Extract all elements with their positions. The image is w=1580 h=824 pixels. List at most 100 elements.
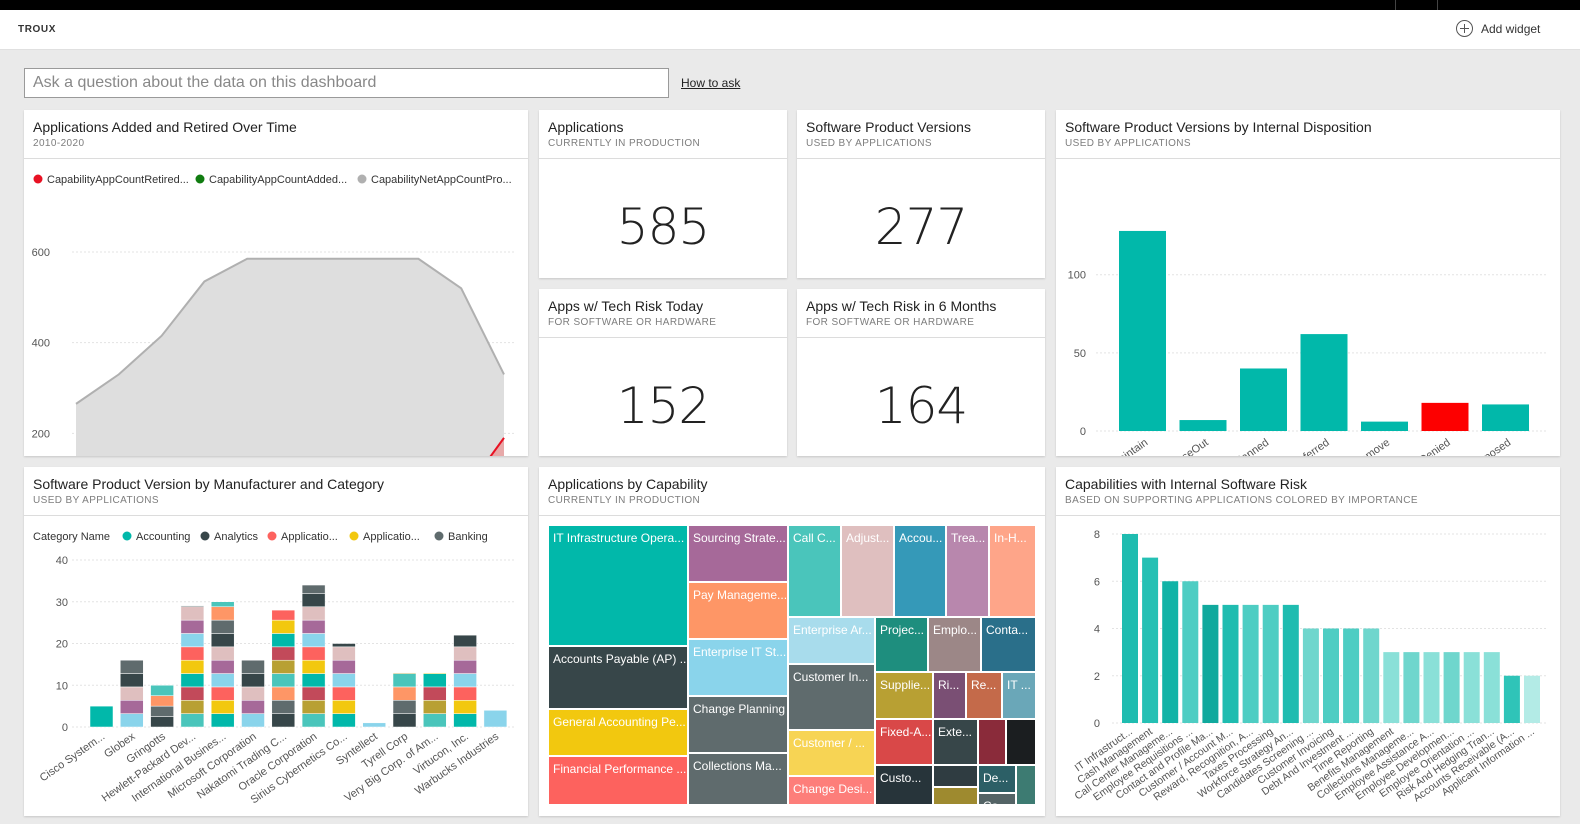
bar-segment bbox=[332, 659, 356, 674]
treemap-cell[interactable]: Adjust... bbox=[842, 526, 895, 618]
bar bbox=[1282, 604, 1299, 723]
treemap-cell[interactable]: IT ... bbox=[1003, 673, 1037, 720]
treemap-cell[interactable]: Financial Performance ... bbox=[549, 757, 689, 806]
treemap-cell[interactable]: Ca... bbox=[979, 794, 1017, 806]
treemap-cell[interactable]: Customer / ... bbox=[789, 731, 876, 777]
dashboard-header: TROUX Add widget bbox=[0, 10, 1580, 50]
treemap-cell[interactable]: Projec... bbox=[876, 618, 929, 673]
legend-marker bbox=[200, 531, 210, 541]
bar-segment bbox=[301, 713, 326, 728]
treemap-cell[interactable] bbox=[1007, 720, 1037, 766]
treemap-cell[interactable] bbox=[934, 766, 979, 788]
treemap-cell[interactable]: IT Infrastructure Opera... bbox=[549, 526, 689, 647]
qa-search-input[interactable] bbox=[24, 68, 669, 98]
bar-segment bbox=[180, 619, 205, 634]
tile-divider bbox=[797, 158, 1045, 159]
treemap-cell[interactable]: Fixed-A... bbox=[876, 720, 934, 766]
tile-capabilities-risk[interactable]: Capabilities with Internal Software Risk… bbox=[1056, 467, 1560, 816]
bar-segment bbox=[301, 584, 326, 594]
treemap-cell[interactable]: Collections Ma... bbox=[689, 754, 789, 806]
bar-segment bbox=[180, 659, 205, 674]
treemap-cell[interactable]: Emplo... bbox=[929, 618, 982, 673]
y-tick-label: 20 bbox=[56, 639, 68, 651]
treemap-cell[interactable]: Enterprise Ar... bbox=[789, 618, 876, 665]
treemap-cell[interactable]: Customer In... bbox=[789, 665, 876, 731]
bar-segment bbox=[120, 686, 144, 701]
treemap-cell[interactable]: Re... bbox=[967, 673, 1003, 720]
tile-title: Software Product Version by Manufacturer… bbox=[33, 476, 384, 492]
y-tick-label: 2 bbox=[1094, 671, 1100, 683]
treemap-cell[interactable]: Custo... bbox=[876, 766, 934, 806]
tile-subtitle: CURRENTLY IN PRODUCTION bbox=[548, 495, 701, 506]
treemap-cell[interactable] bbox=[1017, 766, 1037, 806]
y-tick-label: 30 bbox=[56, 597, 68, 609]
add-widget-button[interactable]: Add widget bbox=[1456, 20, 1540, 37]
treemap-cell[interactable]: Supplie... bbox=[876, 673, 934, 720]
treemap-cell[interactable]: Ri... bbox=[934, 673, 967, 720]
bar bbox=[1403, 652, 1420, 723]
area-fill-2 bbox=[76, 258, 504, 456]
bar-segment bbox=[271, 673, 296, 688]
tile-risk-6-months[interactable]: Apps w/ Tech Risk in 6 Months FOR SOFTWA… bbox=[797, 289, 1045, 456]
y-tick-label: 100 bbox=[1068, 270, 1086, 282]
treemap-cell[interactable] bbox=[979, 720, 1007, 766]
how-to-ask-link[interactable]: How to ask bbox=[681, 76, 741, 90]
bar-segment bbox=[423, 686, 447, 701]
bar-segment bbox=[392, 713, 417, 728]
treemap-cell[interactable] bbox=[934, 788, 979, 806]
bar-segment bbox=[150, 685, 174, 696]
tile-risk-today[interactable]: Apps w/ Tech Risk Today FOR SOFTWARE OR … bbox=[539, 289, 787, 456]
tile-title: Applications bbox=[548, 119, 624, 135]
treemap-cell[interactable]: Enterprise IT St... bbox=[689, 640, 789, 697]
bar-segment bbox=[241, 700, 265, 714]
treemap-cell[interactable]: Accou... bbox=[895, 526, 947, 618]
bar-segment bbox=[271, 713, 296, 728]
legend-label: CapabilityNetAppCountPro... bbox=[371, 174, 512, 186]
bar-segment bbox=[453, 713, 477, 728]
bar bbox=[1361, 421, 1408, 431]
treemap-cell[interactable]: Sourcing Strate... bbox=[689, 526, 789, 583]
tile-applications[interactable]: Applications CURRENTLY IN PRODUCTION 585 bbox=[539, 110, 787, 278]
treemap-cell[interactable]: De... bbox=[979, 766, 1017, 794]
tile-spv-by-disposition[interactable]: Software Product Versions by Internal Di… bbox=[1056, 110, 1560, 456]
bar-segment bbox=[301, 700, 326, 714]
x-tick-label: Denied bbox=[1417, 437, 1452, 456]
bar-segment bbox=[150, 716, 174, 728]
tile-divider bbox=[1056, 515, 1560, 516]
bar-segment bbox=[210, 700, 235, 714]
treemap-cell[interactable]: Change Planning bbox=[689, 697, 789, 754]
legend-label: Banking bbox=[448, 531, 488, 543]
tile-subtitle: FOR SOFTWARE OR HARDWARE bbox=[548, 317, 717, 328]
tile-divider bbox=[539, 158, 787, 159]
treemap-cell[interactable]: Trea... bbox=[947, 526, 990, 618]
treemap-cell[interactable]: Conta... bbox=[982, 618, 1037, 673]
tile-subtitle: USED BY APPLICATIONS bbox=[806, 138, 933, 149]
card-value: 277 bbox=[874, 198, 968, 256]
treemap-cell[interactable]: General Accounting Pe... bbox=[549, 710, 689, 757]
treemap-cell[interactable]: Call C... bbox=[789, 526, 842, 618]
treemap-cell[interactable]: Pay Manageme... bbox=[689, 583, 789, 640]
bar-segment bbox=[453, 673, 477, 688]
bar bbox=[1383, 652, 1400, 723]
y-tick-label: 6 bbox=[1094, 576, 1100, 588]
tile-software-product-versions[interactable]: Software Product Versions USED BY APPLIC… bbox=[797, 110, 1045, 278]
tile-title: Applications by Capability bbox=[548, 476, 708, 492]
tile-divider bbox=[797, 337, 1045, 338]
treemap-cell[interactable]: Exte... bbox=[934, 720, 979, 766]
y-tick-label: 40 bbox=[56, 555, 68, 567]
bar-segment bbox=[271, 609, 296, 621]
bar bbox=[1162, 581, 1179, 723]
tile-spv-by-manufacturer[interactable]: Software Product Version by Manufacturer… bbox=[24, 467, 528, 816]
bar-segment bbox=[453, 700, 477, 714]
treemap-cell[interactable]: Change Desi... bbox=[789, 777, 876, 806]
treemap-cell[interactable]: Accounts Payable (AP) ... bbox=[549, 647, 689, 710]
tile-apps-by-capability[interactable]: Applications by Capability CURRENTLY IN … bbox=[539, 467, 1045, 816]
tile-apps-added-retired[interactable]: Applications Added and Retired Over Time… bbox=[24, 110, 528, 456]
treemap-cell[interactable]: In-H... bbox=[990, 526, 1037, 618]
dashboard-title: TROUX bbox=[18, 24, 56, 35]
bar-segment bbox=[301, 686, 326, 701]
bar bbox=[1179, 420, 1227, 431]
bar-segment bbox=[210, 659, 235, 674]
y-tick-label: 0 bbox=[1080, 426, 1086, 438]
